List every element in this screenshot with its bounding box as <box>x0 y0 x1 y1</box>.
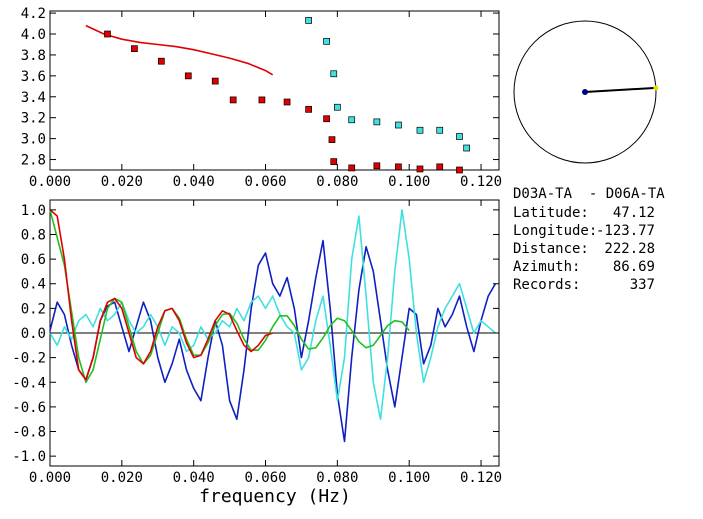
series-2-marker <box>395 121 402 129</box>
series-1-marker <box>330 158 338 165</box>
series-1-marker <box>131 45 138 53</box>
x-tick-label: 0.100 <box>388 174 430 190</box>
series-line-1 <box>49 209 496 421</box>
y-tick-label: 3.6 <box>21 69 46 85</box>
y-tick-label: -0.8 <box>12 425 46 441</box>
series-2-marker <box>463 144 471 152</box>
series-1-marker <box>395 163 402 171</box>
x-tick-label: 0.020 <box>101 470 143 486</box>
remote-station-dot <box>653 85 659 91</box>
correlation-panel: 1.0 0.8 0.6 0.4 0.2 0.0 -0.2 -0.4 -0.6 -0.8 -1.0 0… <box>12 199 502 507</box>
y-tick-label: 0.0 <box>21 326 46 342</box>
series-line-0 <box>49 239 497 443</box>
x-tick-label: 0.000 <box>29 470 71 486</box>
y-tick-label: -1.0 <box>12 449 46 465</box>
series-1-marker <box>305 105 312 113</box>
top-y-tick-group: 2.8 3.0 3.2 3.4 3.6 3.8 4.0 4.2 <box>21 6 499 169</box>
y-tick-label: -0.4 <box>12 375 46 391</box>
series-2-marker <box>348 116 356 124</box>
series-2-marker <box>323 37 330 45</box>
y-tick-label: 2.8 <box>21 153 46 169</box>
top-series-group <box>85 17 471 174</box>
series-1-marker <box>348 164 356 172</box>
info-value: 337 <box>630 277 655 293</box>
info-label: Longitude: <box>513 223 597 239</box>
y-tick-label: 0.8 <box>21 227 46 243</box>
polar-circle <box>513 20 657 164</box>
x-tick-label: 0.060 <box>244 174 286 190</box>
center-station-dot <box>582 89 588 95</box>
bottom-x-tick-group: 0.000 0.020 0.040 0.060 0.080 0.100 0.120 <box>29 200 502 486</box>
series-2-marker <box>456 133 463 140</box>
y-tick-label: 3.8 <box>21 48 46 64</box>
x-tick-label: 0.020 <box>101 174 143 190</box>
station-info-block: D03A-TA - D06A-TA Latitude: 47.12 Longitud… <box>513 186 665 293</box>
x-tick-label: 0.060 <box>244 470 286 486</box>
x-tick-label: 0.000 <box>29 174 71 190</box>
azimuth-line <box>584 86 656 93</box>
series-1-marker <box>436 163 444 171</box>
series-1-marker <box>158 57 165 65</box>
y-tick-label: 4.2 <box>21 6 46 22</box>
series-2-marker <box>373 118 381 126</box>
series-1-marker <box>104 30 111 38</box>
info-rows: Latitude: 47.12 Longitude:-123.77 Distance:… <box>513 205 655 293</box>
x-tick-label: 0.040 <box>173 174 215 190</box>
info-value: 86.69 <box>613 259 655 275</box>
series-2-marker <box>330 70 338 78</box>
bottom-y-tick-group: 1.0 0.8 0.6 0.4 0.2 0.0 -0.2 -0.4 -0.6 -0.8 -1.0 <box>12 203 499 465</box>
y-tick-label: 3.0 <box>21 132 46 148</box>
y-tick-label: 3.2 <box>21 111 46 127</box>
x-tick-label: 0.040 <box>173 470 215 486</box>
azimuth-polar-plot <box>513 20 659 164</box>
x-tick-label: 0.120 <box>460 470 502 486</box>
y-tick-label: 0.2 <box>21 301 46 317</box>
y-tick-label: 0.6 <box>21 252 46 268</box>
station-pair-label: D03A-TA - D06A-TA <box>513 186 665 202</box>
y-tick-label: 0.4 <box>21 277 46 293</box>
series-1-marker <box>373 162 381 170</box>
series-1-marker <box>184 72 192 80</box>
series-1-marker <box>323 115 330 123</box>
x-tick-label: 0.100 <box>388 470 430 486</box>
y-tick-label: 4.0 <box>21 27 46 43</box>
top-plot-frame <box>49 10 500 171</box>
x-tick-label: 0.080 <box>316 470 358 486</box>
series-2-marker <box>436 126 444 134</box>
series-1-marker <box>229 96 237 104</box>
series-line-2 <box>49 209 410 384</box>
series-1-marker <box>283 98 291 106</box>
y-tick-label: 3.4 <box>21 90 46 106</box>
y-tick-label: -0.6 <box>12 400 46 416</box>
x-tick-label: 0.120 <box>460 174 502 190</box>
info-label: Azimuth: <box>513 259 580 275</box>
series-2-marker <box>334 103 341 111</box>
top-x-tick-group: 0.000 0.020 0.040 0.060 0.080 0.100 0.120 <box>29 11 502 190</box>
x-axis-title: frequency (Hz) <box>199 486 351 507</box>
bottom-series-group <box>49 209 497 443</box>
series-1-marker <box>328 136 336 144</box>
series-1-marker <box>211 77 219 85</box>
series-1-marker <box>258 96 266 104</box>
y-tick-label: -0.2 <box>12 351 46 367</box>
velocity-scatter-panel: 2.8 3.0 3.2 3.4 3.6 3.8 4.0 4.2 0.000 0.020 0.040… <box>21 6 502 190</box>
info-value: 222.28 <box>604 241 655 257</box>
series-2-marker <box>305 17 312 24</box>
series-line-0 <box>85 24 274 76</box>
info-label: Distance: <box>513 241 589 257</box>
series-2-marker <box>416 126 424 134</box>
y-tick-label: 1.0 <box>21 203 46 219</box>
series-line-3 <box>49 209 273 381</box>
info-value: -123.77 <box>596 223 655 239</box>
x-tick-label: 0.080 <box>316 174 358 190</box>
info-label: Records: <box>513 277 580 293</box>
series-1-marker <box>416 165 424 173</box>
info-value: 47.12 <box>613 205 655 221</box>
series-1-marker <box>456 166 463 174</box>
info-label: Latitude: <box>513 205 589 221</box>
